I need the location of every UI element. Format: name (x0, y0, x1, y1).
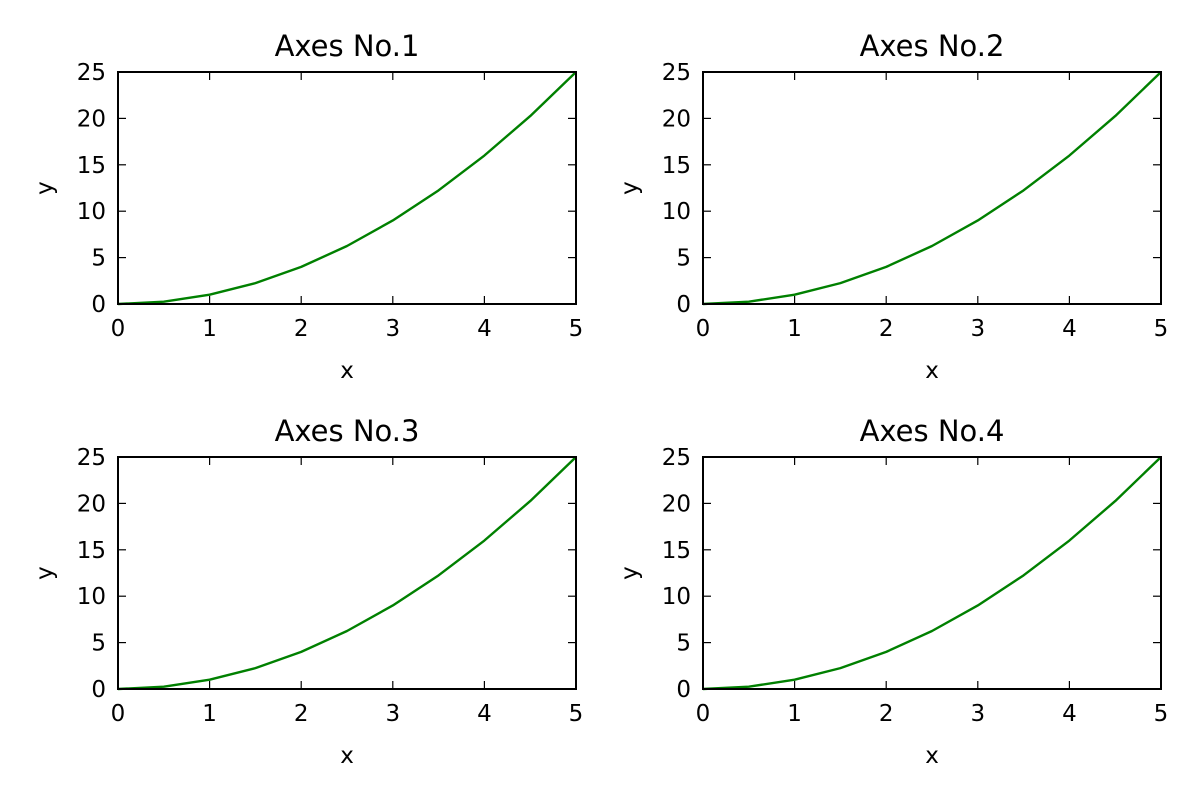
x-tick-label: 1 (202, 701, 217, 727)
y-axis-label-3: y (32, 566, 58, 580)
y-tick-label: 15 (77, 153, 106, 179)
y-axis-label-2: y (617, 181, 643, 195)
x-tick-label: 4 (1062, 701, 1077, 727)
x-tick-label: 4 (477, 701, 492, 727)
x-axis-label-3: x (340, 743, 354, 769)
y-tick-label: 0 (91, 292, 106, 318)
axes-frame-1 (117, 71, 577, 305)
chart-panel-1: 0 1 2 3 4 5 0 5 10 15 20 25 Axes No.1 x y (32, 29, 583, 384)
series-line-3-1 (117, 456, 577, 691)
chart-title-3: Axes No.3 (275, 414, 420, 448)
x-axis-label-2: x (925, 358, 939, 384)
x-tick-label: 1 (787, 701, 802, 727)
x-axis-label-4: x (925, 743, 939, 769)
y-tick-label: 15 (662, 538, 691, 564)
x-tick-label: 2 (294, 701, 309, 727)
x-tick-label: 5 (569, 316, 584, 342)
chart-panel-2: 0 1 2 3 4 5 0 5 10 15 20 25 Axes No.2 x y (617, 29, 1168, 384)
y-tick-label: 5 (91, 631, 106, 657)
series-line-4-1 (702, 456, 1162, 691)
x-tick-label: 3 (970, 701, 985, 727)
x-tick-label: 1 (202, 316, 217, 342)
x-tick-label: 4 (1062, 316, 1077, 342)
y-axis-label-1: y (32, 181, 58, 195)
y-tick-label: 5 (676, 631, 691, 657)
y-tick-label: 0 (676, 677, 691, 703)
y-tick-label: 25 (77, 445, 106, 471)
x-tick-label: 2 (294, 316, 309, 342)
x-tick-label: 4 (477, 316, 492, 342)
axes-frame-2 (702, 71, 1162, 305)
chart-title-2: Axes No.2 (860, 29, 1005, 63)
y-tick-label: 0 (91, 677, 106, 703)
x-tick-label: 1 (787, 316, 802, 342)
x-tick-label: 3 (385, 316, 400, 342)
y-axis-label-4: y (617, 566, 643, 580)
x-tick-label: 0 (111, 701, 126, 727)
x-tick-label: 2 (879, 701, 894, 727)
x-tick-label: 2 (879, 316, 894, 342)
x-tick-label: 3 (385, 701, 400, 727)
y-tick-label: 15 (77, 538, 106, 564)
y-tick-label: 5 (91, 246, 106, 272)
y-tick-label: 5 (676, 246, 691, 272)
chart-title-1: Axes No.1 (275, 29, 420, 63)
y-tick-label: 20 (77, 491, 106, 517)
y-tick-label: 25 (662, 445, 691, 471)
chart-panel-4: 0 1 2 3 4 5 0 5 10 15 20 25 Axes No.4 x y (617, 414, 1168, 769)
chart-title-4: Axes No.4 (860, 414, 1005, 448)
x-tick-label: 5 (569, 701, 584, 727)
chart-panel-3: 0 1 2 3 4 5 0 5 10 15 20 25 Axes No.3 x y (32, 414, 583, 769)
x-tick-label: 5 (1154, 701, 1169, 727)
x-axis-label-1: x (340, 358, 354, 384)
y-tick-label: 15 (662, 153, 691, 179)
y-tick-label: 10 (662, 584, 691, 610)
series-line-1-1 (117, 71, 577, 306)
x-tick-label: 5 (1154, 316, 1169, 342)
y-tick-label: 0 (676, 292, 691, 318)
y-tick-label: 10 (77, 199, 106, 225)
y-tick-label: 10 (662, 199, 691, 225)
y-tick-label: 20 (662, 491, 691, 517)
axes-frame-3 (117, 456, 577, 690)
y-tick-label: 25 (77, 60, 106, 86)
y-tick-label: 25 (662, 60, 691, 86)
x-tick-label: 0 (696, 701, 711, 727)
y-tick-label: 20 (77, 106, 106, 132)
x-tick-label: 0 (696, 316, 711, 342)
x-tick-label: 0 (111, 316, 126, 342)
y-tick-label: 20 (662, 106, 691, 132)
series-line-2-1 (702, 71, 1162, 306)
x-tick-label: 3 (970, 316, 985, 342)
axes-frame-4 (702, 456, 1162, 690)
y-tick-label: 10 (77, 584, 106, 610)
